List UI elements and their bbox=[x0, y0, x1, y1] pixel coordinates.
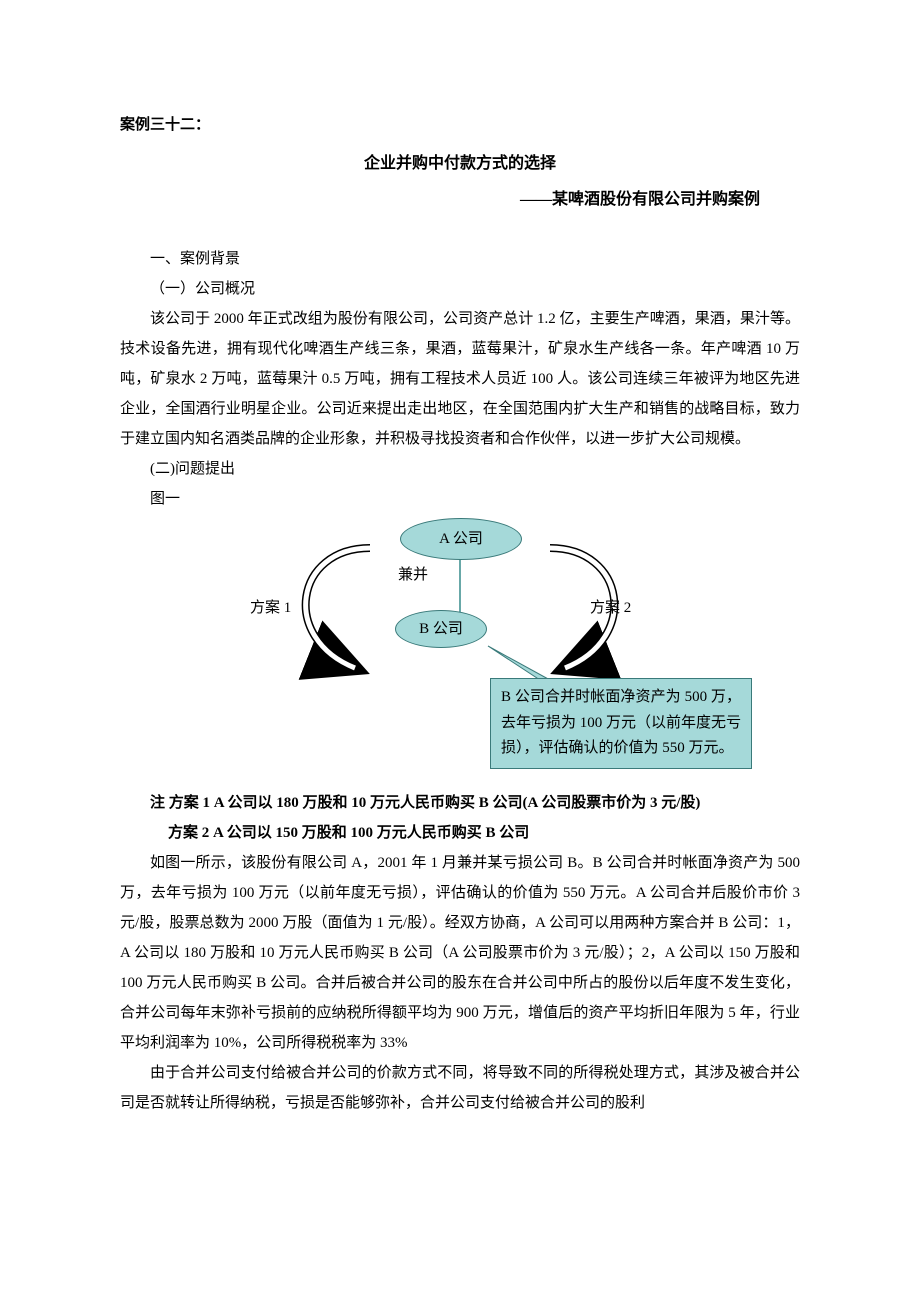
merger-diagram: A 公司 B 公司 兼并 方案 1 方案 2 B 公司合并时帐面净资产为 500… bbox=[120, 518, 800, 778]
page-subtitle: ——某啤酒股份有限公司并购案例 bbox=[120, 184, 800, 216]
plan1-curve-inner bbox=[306, 548, 370, 668]
node-company-a: A 公司 bbox=[400, 518, 522, 560]
section-subheading-2: (二)问题提出 bbox=[120, 454, 800, 484]
node-a-label: A 公司 bbox=[439, 524, 483, 554]
merge-label: 兼并 bbox=[398, 560, 428, 590]
document-page: 案例三十二： 企业并购中付款方式的选择 ——某啤酒股份有限公司并购案例 一、案例… bbox=[0, 0, 920, 1178]
callout-pointer-icon bbox=[488, 646, 550, 680]
paragraph-1: 该公司于 2000 年正式改组为股份有限公司，公司资产总计 1.2 亿，主要生产… bbox=[120, 304, 800, 454]
plan1-label: 方案 1 bbox=[250, 593, 291, 623]
section-heading-1: 一、案例背景 bbox=[120, 244, 800, 274]
figure-label: 图一 bbox=[120, 484, 800, 514]
case-label: 案例三十二： bbox=[120, 110, 800, 140]
node-company-b: B 公司 bbox=[395, 610, 487, 648]
plan2-label: 方案 2 bbox=[590, 593, 631, 623]
plan1-curve-icon bbox=[306, 548, 370, 668]
section-subheading-1: （一）公司概况 bbox=[120, 274, 800, 304]
node-b-label: B 公司 bbox=[419, 614, 463, 644]
paragraph-3: 由于合并公司支付给被合并公司的价款方式不同，将导致不同的所得税处理方式，其涉及被… bbox=[120, 1058, 800, 1118]
note-plan1: 注 方案 1 A 公司以 180 万股和 10 万元人民币购买 B 公司(A 公… bbox=[120, 788, 800, 818]
note-plan2: 方案 2 A 公司以 150 万股和 100 万元人民币购买 B 公司 bbox=[120, 818, 800, 848]
page-title: 企业并购中付款方式的选择 bbox=[120, 148, 800, 180]
callout-box: B 公司合并时帐面净资产为 500 万，去年亏损为 100 万元（以前年度无亏损… bbox=[490, 678, 752, 769]
paragraph-2: 如图一所示，该股份有限公司 A，2001 年 1 月兼并某亏损公司 B。B 公司… bbox=[120, 848, 800, 1058]
